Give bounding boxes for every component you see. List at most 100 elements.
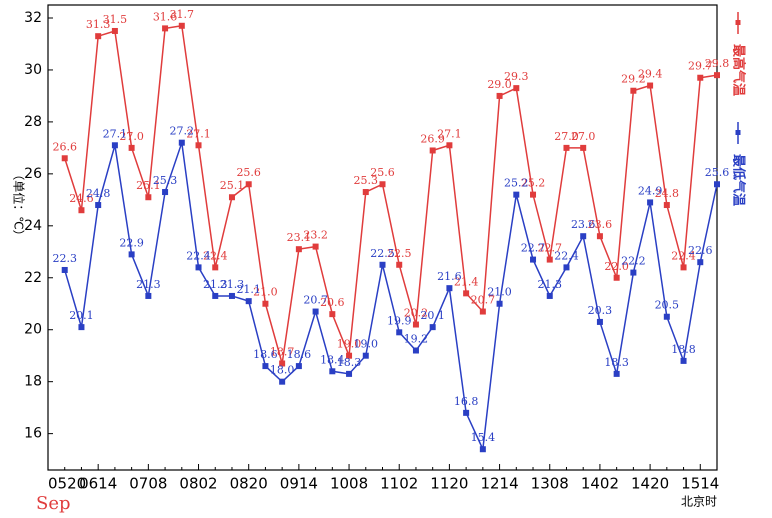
data-label: 18.8 <box>671 343 696 356</box>
legend-marker <box>735 20 741 25</box>
x-tick-label: 1214 <box>480 475 518 493</box>
data-label: 26.9 <box>420 132 445 145</box>
point <box>61 266 68 273</box>
point <box>647 82 654 89</box>
data-label: 24.8 <box>655 187 680 200</box>
data-label: 20.1 <box>420 309 445 322</box>
point <box>429 147 436 154</box>
data-label: 20.6 <box>320 296 345 309</box>
point <box>61 155 68 162</box>
point <box>513 191 520 198</box>
point <box>178 22 185 29</box>
point <box>596 233 603 240</box>
data-label: 15.4 <box>471 431 496 444</box>
point <box>463 409 470 416</box>
data-label: 18.6 <box>287 348 312 361</box>
point <box>329 368 336 375</box>
data-label: 27.2 <box>170 125 195 138</box>
point <box>162 25 169 32</box>
data-label: 29.2 <box>621 73 646 86</box>
data-label: 27.1 <box>103 127 128 140</box>
legend-label: 最高气温 <box>731 44 747 96</box>
point <box>346 370 353 377</box>
point <box>379 181 386 188</box>
point <box>630 87 637 94</box>
x-axis-label: 北京时 <box>681 495 717 509</box>
x-tick-label: 1008 <box>330 475 368 493</box>
data-label: 22.5 <box>387 247 412 260</box>
point <box>697 259 704 266</box>
x-tick-label: 0820 <box>230 475 268 493</box>
point <box>663 313 670 320</box>
point <box>212 264 219 271</box>
point <box>362 189 369 196</box>
point <box>479 446 486 453</box>
y-tick-label: 18 <box>24 374 42 390</box>
point <box>128 251 135 258</box>
y-tick-label: 16 <box>24 426 42 442</box>
data-label: 20.5 <box>655 299 680 312</box>
point <box>496 92 503 99</box>
data-label: 25.3 <box>153 174 178 187</box>
x-tick-label: 0802 <box>179 475 217 493</box>
data-label: 22.9 <box>119 236 144 249</box>
point <box>546 256 553 263</box>
data-label: 18.3 <box>337 356 362 369</box>
point <box>563 264 570 271</box>
x-tick-label: 0708 <box>129 475 167 493</box>
data-label: 22.5 <box>370 247 395 260</box>
data-label: 29.3 <box>504 70 529 83</box>
data-label: 29.4 <box>638 68 663 81</box>
x-tick-label: 1420 <box>631 475 669 493</box>
data-label: 25.1 <box>136 179 161 192</box>
point <box>279 378 286 385</box>
data-label: 27.0 <box>119 130 144 143</box>
point <box>78 324 85 331</box>
data-label: 31.3 <box>86 18 111 31</box>
point <box>563 144 570 151</box>
data-label: 24.8 <box>86 187 111 200</box>
point <box>145 194 152 201</box>
point <box>446 142 453 149</box>
point <box>412 347 419 354</box>
point <box>446 285 453 292</box>
data-label: 23.6 <box>571 218 596 231</box>
data-label: 19.2 <box>404 333 429 346</box>
x-tick-label: 1514 <box>681 475 719 493</box>
y-tick-label: 22 <box>24 270 42 286</box>
data-label: 20.3 <box>588 304 613 317</box>
data-label: 22.3 <box>52 252 77 265</box>
point <box>513 85 520 92</box>
point <box>680 357 687 364</box>
data-label: 25.2 <box>504 177 529 190</box>
x-tick-label: 0914 <box>280 475 318 493</box>
data-label: 18.3 <box>604 356 629 369</box>
y-tick-label: 28 <box>24 114 42 130</box>
data-label: 16.8 <box>454 395 479 408</box>
point <box>463 290 470 297</box>
point <box>145 292 152 299</box>
y-axis-label: （单位：℃） <box>12 168 27 241</box>
data-label: 21.0 <box>487 286 512 299</box>
point <box>178 139 185 146</box>
data-label: 21.0 <box>253 286 278 299</box>
data-label: 26.6 <box>52 140 77 153</box>
x-tick-label: 1308 <box>531 475 569 493</box>
data-label: 22.4 <box>671 249 696 262</box>
data-label: 21.4 <box>454 275 479 288</box>
data-label: 31.7 <box>170 8 195 21</box>
point <box>111 142 118 149</box>
data-label: 25.2 <box>521 177 546 190</box>
data-label: 21.1 <box>236 283 261 296</box>
data-label: 27.1 <box>437 127 462 140</box>
point <box>596 318 603 325</box>
data-label: 22.7 <box>538 242 563 255</box>
data-label: 22.0 <box>604 260 629 273</box>
x-note: Sep <box>36 493 71 514</box>
point <box>195 142 202 149</box>
data-label: 20.7 <box>303 294 328 307</box>
point <box>496 300 503 307</box>
y-tick-label: 24 <box>24 218 42 234</box>
data-label: 29.8 <box>705 57 730 70</box>
